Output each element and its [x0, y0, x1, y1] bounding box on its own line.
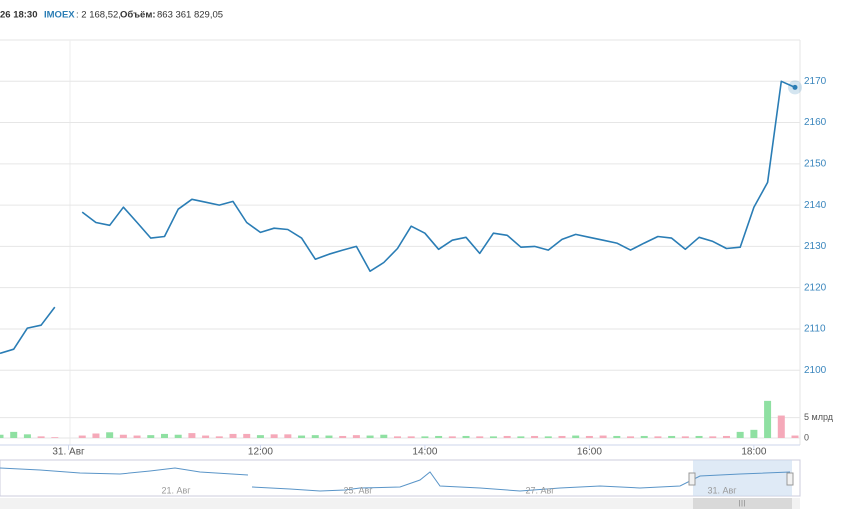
scrollbar-thumb[interactable] [693, 498, 792, 509]
volume-bar [23, 434, 31, 438]
volume-bar [407, 436, 415, 438]
x-tick-label: 16:00 [577, 447, 602, 458]
volume-bar [284, 434, 292, 438]
scrollbar[interactable] [0, 498, 800, 509]
volume-bar [517, 436, 525, 438]
volume-bar [448, 436, 456, 438]
header-price: : 2 168,52, [76, 10, 121, 21]
volume-bar [243, 433, 251, 438]
y-tick-label: 2160 [804, 117, 827, 128]
navigator-handle[interactable] [786, 472, 794, 486]
volume-bar [777, 415, 785, 438]
x-tick-label: 12:00 [248, 447, 273, 458]
navigator-label: 25. Авг [343, 485, 373, 495]
volume-bar [325, 435, 333, 438]
volume-bar [654, 436, 662, 438]
volume-bar [78, 435, 86, 438]
volume-bar [613, 435, 621, 438]
header-volume-value: 863 361 829,05 [157, 10, 223, 21]
volume-bar [380, 434, 388, 438]
navigator-selection[interactable] [693, 460, 792, 496]
volume-bar [256, 435, 264, 438]
volume-bar [366, 435, 374, 438]
navigator-label: 21. Авг [161, 485, 191, 495]
navigator[interactable] [0, 459, 801, 497]
volume-tick-label: 5 млрд [804, 412, 834, 422]
volume-bar [421, 436, 429, 438]
volume-bar [531, 435, 539, 438]
volume-bar [640, 435, 648, 438]
volume-tick-label: 0 [804, 432, 809, 442]
volume-bar [736, 431, 744, 438]
x-tick-label: 14:00 [412, 447, 437, 458]
y-tick-label: 2130 [804, 241, 827, 252]
volume-bar [668, 435, 676, 438]
header-ticker: IMOEX [44, 10, 75, 21]
volume-bar [37, 436, 45, 438]
volume-bar [489, 436, 497, 438]
volume-bar [51, 437, 59, 438]
navigator-label: 27. Авг [525, 485, 555, 495]
volume-bar [174, 434, 182, 438]
header-volume-label: Объём: [120, 10, 156, 21]
y-tick-label: 2100 [804, 365, 827, 376]
last-point [792, 84, 798, 90]
header-date: 26 18:30 [0, 10, 38, 21]
volume-bar [339, 435, 347, 438]
volume-bar [681, 436, 689, 438]
volume-bar [627, 436, 635, 438]
y-tick-label: 2140 [804, 200, 827, 211]
volume-bar [462, 435, 470, 438]
volume-bar [558, 435, 566, 438]
y-tick-label: 2150 [804, 158, 827, 169]
y-tick-label: 2170 [804, 76, 827, 87]
volume-bar [544, 436, 552, 438]
volume-bar [188, 433, 196, 438]
volume-bar [0, 434, 4, 438]
volume-bar [791, 435, 799, 438]
volume-bar [585, 435, 593, 438]
volume-bar [147, 435, 155, 438]
y-tick-label: 2120 [804, 282, 827, 293]
volume-bar [764, 400, 772, 438]
volume-bar [352, 435, 360, 438]
volume-bar [572, 435, 580, 438]
price-line [0, 80, 796, 355]
volume-bar [476, 436, 484, 438]
volume-bar [270, 434, 278, 438]
x-tick-label: 18:00 [741, 447, 766, 458]
volume-bar [202, 435, 210, 438]
volume-bar [722, 435, 730, 438]
volume-bar [229, 433, 237, 438]
navigator-line [0, 467, 791, 492]
volume-bar [709, 436, 717, 438]
volume-bar [394, 436, 401, 438]
volume-bar [215, 436, 223, 438]
volume-bar [160, 433, 168, 438]
volume-bar [119, 434, 127, 438]
navigator-handle[interactable] [688, 472, 696, 486]
volume-bar [311, 435, 319, 438]
volume-bar [92, 433, 100, 438]
volume-bar [106, 432, 114, 438]
volume-bar [599, 435, 607, 438]
volume-bar [435, 435, 443, 438]
y-tick-label: 2110 [804, 324, 826, 335]
volume-bar [695, 435, 703, 438]
x-tick-label: 31. Авг [52, 447, 85, 458]
volume-bar [10, 431, 18, 438]
scrollbar-grip: III [738, 498, 746, 508]
navigator-label: 31. Авг [707, 485, 737, 495]
volume-bar [133, 435, 141, 438]
volume-bar [298, 435, 306, 438]
volume-bar [750, 429, 758, 438]
volume-bar [503, 435, 511, 438]
